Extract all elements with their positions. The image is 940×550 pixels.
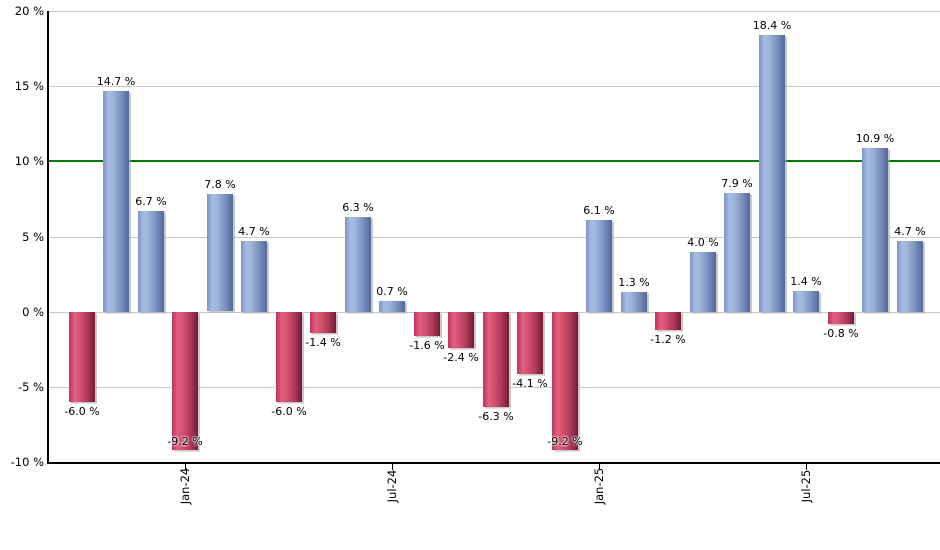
bar-Oct-23 (69, 312, 95, 402)
bar-Oct-25 (897, 241, 923, 312)
bar-value-label-Oct-25: 4.7 % (894, 225, 926, 238)
bar-value-label-Jan-24: -9.2 % (167, 435, 203, 448)
x-axis-tick (392, 462, 393, 470)
bar-Jun-25 (759, 35, 785, 312)
bar-Jun-24 (345, 217, 371, 312)
bar-Aug-25 (828, 312, 854, 324)
bar-Mar-24 (241, 241, 267, 312)
x-axis-tick (806, 462, 807, 470)
bar-May-24 (310, 312, 336, 333)
y-axis-tick-label: -10 % (10, 455, 44, 469)
reference-line-10pct (48, 160, 940, 162)
bar-Dec-24 (552, 312, 578, 450)
bar-value-label-Sep-25: 10.9 % (855, 132, 895, 145)
x-axis-tick-label-Jul-25: Jul-25 (799, 469, 813, 503)
bar-value-label-Nov-24: -4.1 % (512, 377, 548, 390)
bar-value-label-Sep-24: -2.4 % (443, 351, 479, 364)
bar-value-label-May-25: 7.9 % (721, 177, 753, 190)
bar-value-label-Jul-25: 1.4 % (790, 275, 822, 288)
y-axis-tick-label: -5 % (17, 380, 44, 394)
bar-Feb-24 (207, 194, 233, 311)
gridline-15 (48, 86, 940, 87)
y-axis-line (47, 11, 49, 464)
y-axis-tick-label: 20 % (14, 4, 44, 18)
x-axis-tick-label-Jan-24: Jan-24 (178, 467, 192, 505)
x-axis-tick (185, 462, 186, 470)
bar-value-label-Oct-24: -6.3 % (478, 410, 514, 423)
y-axis-tick-label: 15 % (14, 79, 44, 93)
x-axis-tick-label-Jul-24: Jul-24 (385, 469, 399, 503)
bar-Oct-24 (483, 312, 509, 407)
bar-value-label-Jun-24: 6.3 % (342, 201, 374, 214)
bar-value-label-Apr-24: -6.0 % (271, 405, 307, 418)
x-axis-tick-label-Jan-25: Jan-25 (592, 467, 606, 505)
bar-Jul-24 (379, 301, 405, 312)
y-axis-tick-label: 5 % (22, 230, 44, 244)
bar-value-label-Dec-24: -9.2 % (547, 435, 583, 448)
gridline-20 (48, 11, 940, 12)
bar-value-label-May-24: -1.4 % (305, 336, 341, 349)
bar-Feb-25 (621, 292, 647, 312)
bar-value-label-Jul-24: 0.7 % (376, 285, 408, 298)
x-axis-tick (599, 462, 600, 470)
bar-value-label-Dec-23: 6.7 % (135, 195, 167, 208)
gridline-5 (48, 237, 940, 238)
bar-value-label-Feb-24: 7.8 % (204, 178, 236, 191)
bar-Aug-24 (414, 312, 440, 336)
bar-Sep-24 (448, 312, 474, 348)
y-axis-tick-label: 10 % (14, 154, 44, 168)
bar-Dec-23 (138, 211, 164, 312)
bar-Jul-25 (793, 291, 819, 312)
bar-value-label-Mar-25: -1.2 % (650, 333, 686, 346)
bar-Jan-24 (172, 312, 198, 450)
bar-Mar-25 (655, 312, 681, 330)
bar-value-label-Nov-23: 14.7 % (96, 75, 136, 88)
bar-value-label-Oct-23: -6.0 % (64, 405, 100, 418)
bar-Apr-25 (690, 252, 716, 312)
bar-value-label-Mar-24: 4.7 % (238, 225, 270, 238)
y-axis-tick-label: 0 % (22, 305, 44, 319)
bar-May-25 (724, 193, 750, 312)
bar-Nov-23 (103, 91, 129, 312)
bar-value-label-Feb-25: 1.3 % (618, 276, 650, 289)
bar-Sep-25 (862, 148, 888, 312)
bar-value-label-Jun-25: 18.4 % (752, 19, 792, 32)
bar-value-label-Jan-25: 6.1 % (583, 204, 615, 217)
bar-Jan-25 (586, 220, 612, 312)
bar-value-label-Aug-25: -0.8 % (823, 327, 859, 340)
x-axis-line (47, 462, 940, 464)
bar-value-label-Apr-25: 4.0 % (687, 236, 719, 249)
bar-Apr-24 (276, 312, 302, 402)
bar-Nov-24 (517, 312, 543, 374)
bar-value-label-Aug-24: -1.6 % (409, 339, 445, 352)
